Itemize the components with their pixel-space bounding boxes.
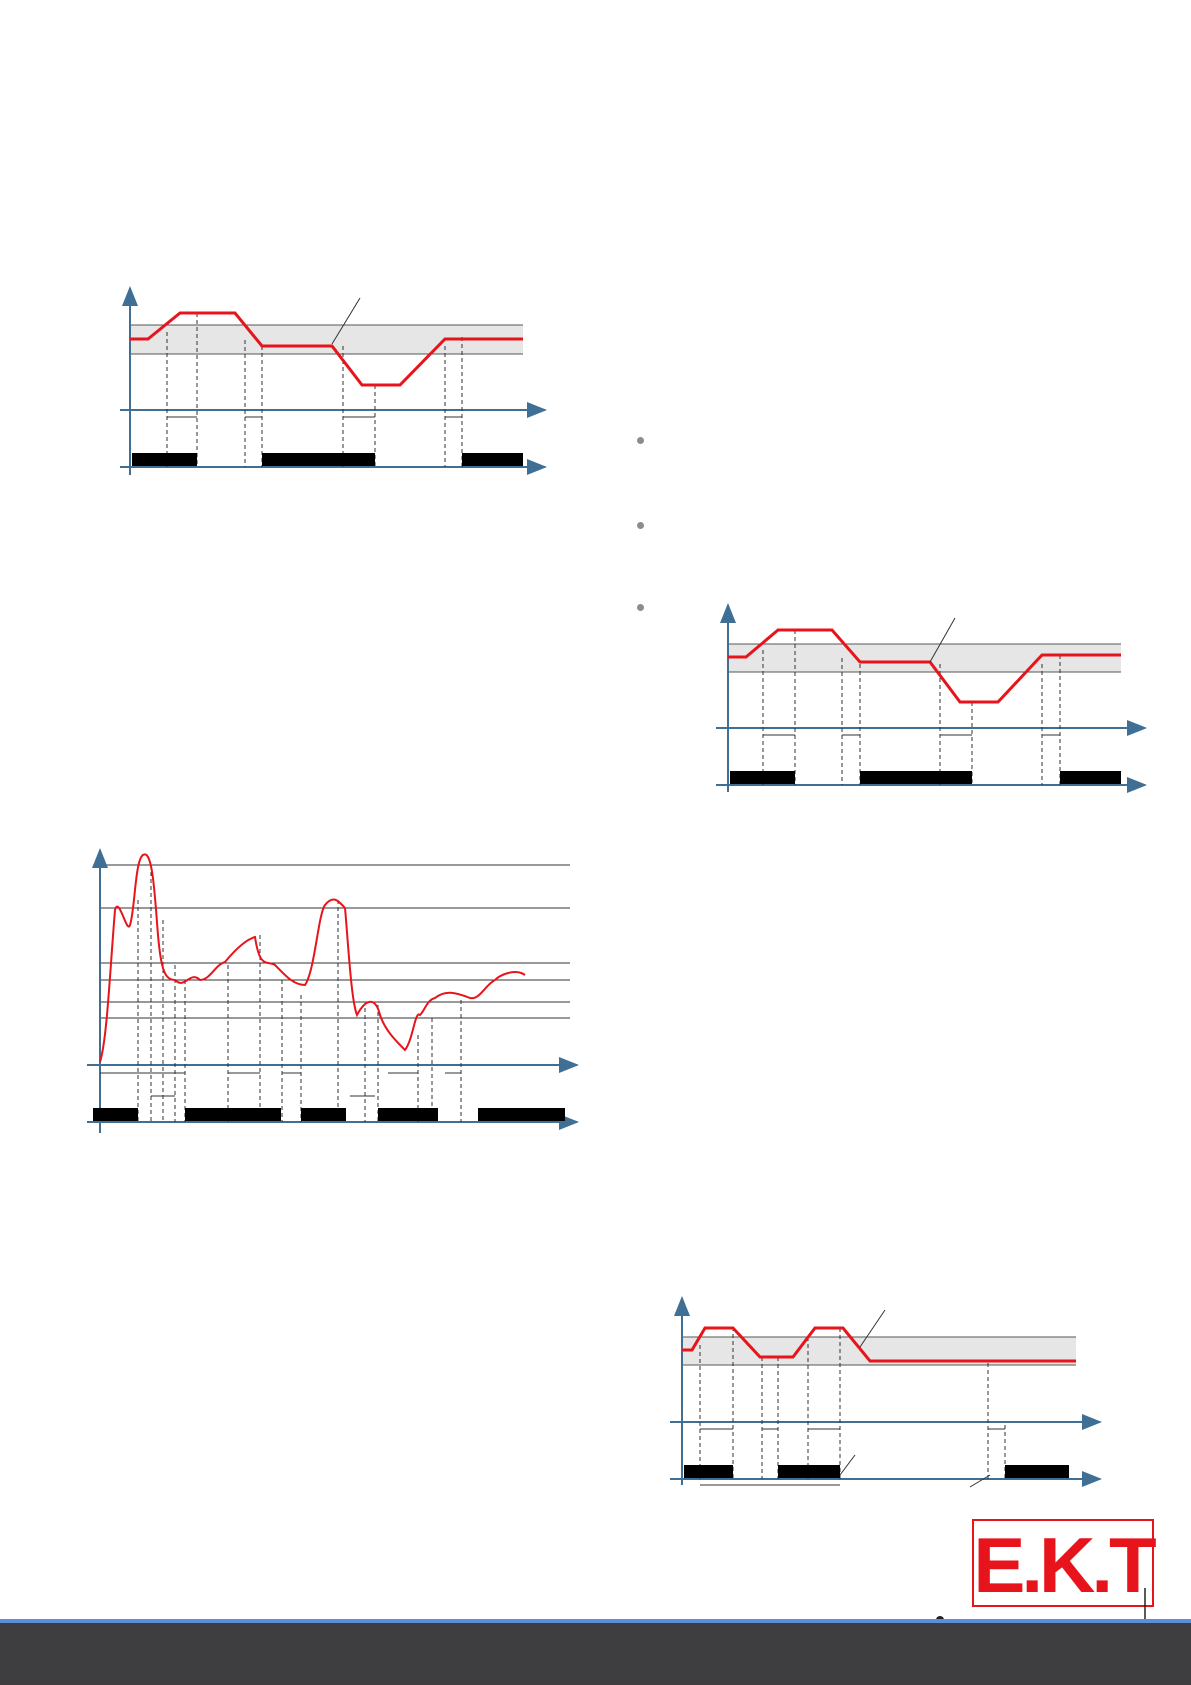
diagram-hysteresis-1 (120, 286, 547, 475)
band-pointer (929, 617, 956, 663)
diagram-noisy-signal (87, 848, 579, 1133)
logo-mark: E.K.T (935, 1519, 1160, 1624)
bullet-icon (637, 437, 644, 444)
output-pulses (684, 1465, 1069, 1478)
dashed-guides (137, 865, 462, 1122)
signal-curve (99, 853, 526, 1063)
logo-text: E.K.T (973, 1521, 1156, 1609)
bullet-icon (637, 604, 644, 611)
output-pulses (730, 771, 1121, 784)
signal-curve (130, 311, 523, 387)
output-pulses (93, 1108, 565, 1121)
output-pointer (839, 1454, 856, 1476)
diagram-hysteresis-3 (670, 1296, 1102, 1488)
dashed-guides (762, 630, 1061, 785)
footer-bar (0, 1623, 1191, 1685)
diagram-hysteresis-2 (716, 603, 1147, 793)
output-pointer (969, 1474, 991, 1488)
bullet-icon (637, 522, 644, 529)
footer-accent-line (0, 1619, 1191, 1623)
delay-arrows (700, 1428, 1005, 1486)
dashed-guides (166, 313, 463, 467)
threshold-lines (100, 864, 570, 1019)
band-pointer (859, 1309, 886, 1348)
tolerance-band (728, 644, 1121, 672)
band-pointer (331, 297, 361, 345)
signal-curve (728, 628, 1121, 704)
signal-curve (682, 1326, 1076, 1363)
output-pulses (132, 453, 523, 466)
delay-arrows (100, 1072, 461, 1097)
